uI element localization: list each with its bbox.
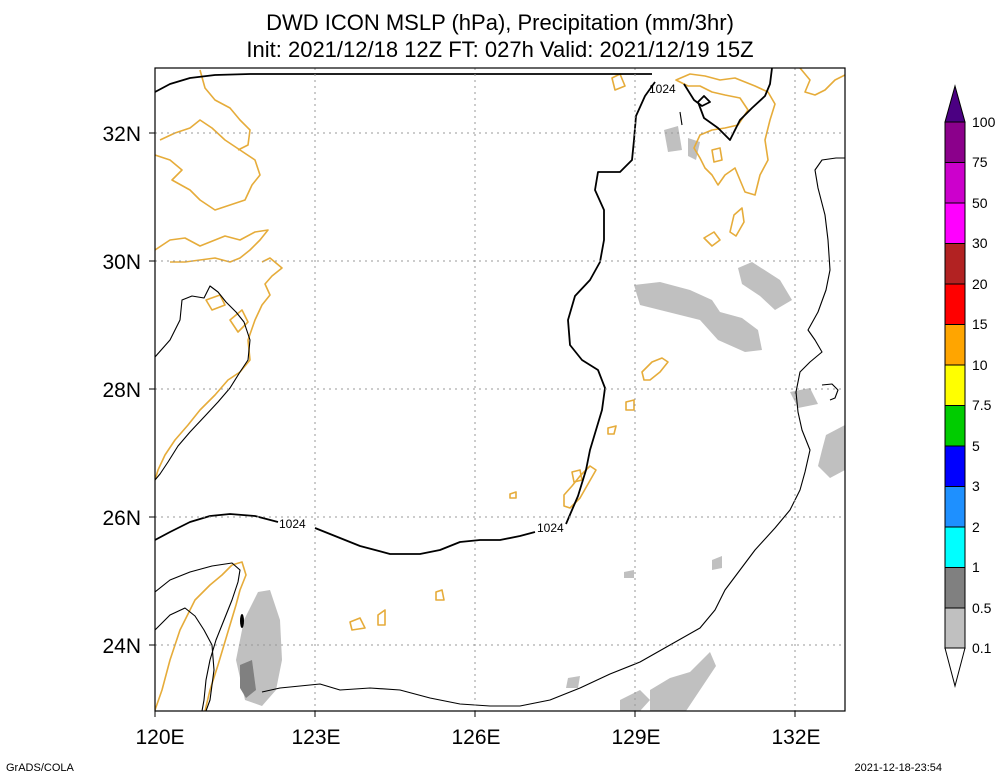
colorbar-bottom-triangle (944, 647, 966, 688)
colorbar-box (944, 364, 966, 406)
colorbar-box (944, 607, 966, 649)
lon-label: 120E (135, 726, 184, 749)
colorbar-box (944, 283, 966, 325)
colorbar-label: 100 (972, 114, 996, 130)
colorbar-label: 0.1 (972, 640, 992, 656)
lat-label: 30N (102, 251, 141, 274)
colorbar-label: 0.5 (972, 600, 992, 616)
footer-software: GrADS/COLA (6, 762, 74, 774)
colorbar-label: 3 (972, 478, 980, 494)
colorbar-box (944, 243, 966, 285)
colorbar-box (944, 405, 966, 447)
colorbar-boxes (944, 121, 966, 649)
colorbar: 100 75 50 30 20 15 10 7.5 5 3 2 1 0.5 0.… (944, 84, 996, 688)
lon-label: 126E (451, 726, 500, 749)
isobar-labels: 1024 1024 1024 (279, 82, 676, 535)
precip-shading-mid (240, 660, 256, 698)
chart-subtitle: Init: 2021/12/18 12Z FT: 027h Valid: 202… (246, 37, 754, 62)
colorbar-top-triangle (944, 84, 966, 123)
colorbar-label: 20 (972, 276, 988, 292)
colorbar-label: 1 (972, 559, 980, 575)
lat-labels: 32N 30N 28N 26N 24N (102, 123, 141, 658)
colorbar-label: 50 (972, 195, 988, 211)
colorbar-label: 7.5 (972, 397, 992, 413)
colorbar-box (944, 445, 966, 487)
lon-labels: 120E 123E 126E 129E 132E (135, 726, 820, 749)
precip-shading (236, 126, 845, 711)
footer-timestamp: 2021-12-18-23:54 (854, 762, 942, 774)
isobar-label: 1024 (649, 82, 676, 96)
colorbar-label: 5 (972, 438, 980, 454)
isobar-label: 1024 (537, 521, 564, 535)
lon-label: 123E (291, 726, 340, 749)
colorbar-label: 15 (972, 316, 988, 332)
colorbar-labels: 100 75 50 30 20 15 10 7.5 5 3 2 1 0.5 0.… (972, 114, 996, 656)
isobars (155, 68, 845, 711)
lon-label: 129E (611, 726, 660, 749)
lat-label: 28N (102, 379, 141, 402)
colorbar-label: 10 (972, 357, 988, 373)
lon-label: 132E (771, 726, 820, 749)
colorbar-box (944, 567, 966, 609)
lat-label: 24N (102, 635, 141, 658)
isobar-label: 1024 (279, 517, 306, 531)
lat-label: 32N (102, 123, 141, 146)
colorbar-box (944, 121, 966, 163)
lat-label: 26N (102, 507, 141, 530)
colorbar-label: 30 (972, 235, 988, 251)
axis-ticks (149, 132, 796, 717)
chart-title: DWD ICON MSLP (hPa), Precipitation (mm/3… (266, 10, 734, 35)
colorbar-label: 2 (972, 519, 980, 535)
colorbar-label: 75 (972, 154, 988, 170)
coastlines (155, 68, 845, 711)
colorbar-box (944, 202, 966, 244)
colorbar-box (944, 526, 966, 568)
colorbar-box (944, 324, 966, 366)
colorbar-box (944, 162, 966, 204)
grid-lines (155, 68, 845, 711)
colorbar-box (944, 486, 966, 528)
